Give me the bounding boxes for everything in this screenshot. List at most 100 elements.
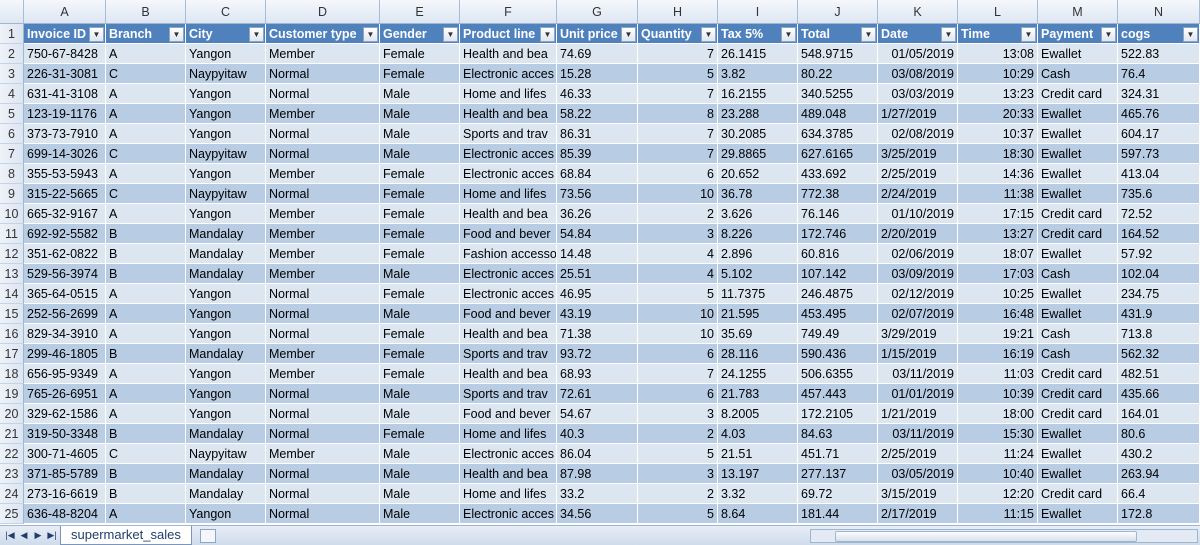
cell[interactable]: 749.49 [798,324,878,344]
cell[interactable]: Electronic acces [460,284,557,304]
cell[interactable]: 10:37 [958,124,1038,144]
cell[interactable]: 33.2 [557,484,638,504]
column-letter[interactable]: D [266,0,380,24]
cell[interactable]: Yangon [186,204,266,224]
cell[interactable]: B [106,244,186,264]
cell[interactable]: Home and lifes [460,84,557,104]
cell[interactable]: 506.6355 [798,364,878,384]
cell[interactable]: 2/25/2019 [878,444,958,464]
cell[interactable]: Cash [1038,324,1118,344]
cell[interactable]: Electronic acces [460,144,557,164]
cell[interactable]: 80.6 [1118,424,1200,444]
cell[interactable]: 548.9715 [798,44,878,64]
row-number[interactable]: 6 [0,124,24,144]
cell[interactable]: 2/24/2019 [878,184,958,204]
cell[interactable]: 30.2085 [718,124,798,144]
cell[interactable]: 102.04 [1118,264,1200,284]
cell[interactable]: Mandalay [186,484,266,504]
cell[interactable]: Yangon [186,284,266,304]
cell[interactable]: C [106,444,186,464]
cell[interactable]: Normal [266,64,380,84]
cell[interactable]: 03/05/2019 [878,464,958,484]
cell[interactable]: Food and bever [460,304,557,324]
cell[interactable]: C [106,144,186,164]
cell[interactable]: Ewallet [1038,244,1118,264]
cell[interactable]: Ewallet [1038,304,1118,324]
cell[interactable]: 315-22-5665 [24,184,106,204]
cell[interactable]: 2 [638,204,718,224]
cell[interactable]: 5.102 [718,264,798,284]
cell[interactable]: 172.2105 [798,404,878,424]
row-number[interactable]: 12 [0,244,24,264]
cell[interactable]: Yangon [186,504,266,524]
cell[interactable]: B [106,424,186,444]
cell[interactable]: Health and bea [460,464,557,484]
cell[interactable]: 54.67 [557,404,638,424]
cell[interactable]: 13:08 [958,44,1038,64]
cell[interactable]: 665-32-9167 [24,204,106,224]
cell[interactable]: Normal [266,384,380,404]
cell[interactable]: 11:38 [958,184,1038,204]
cell[interactable]: Health and bea [460,324,557,344]
cell[interactable]: 5 [638,444,718,464]
cell[interactable]: 11:24 [958,444,1038,464]
cell[interactable]: 3.82 [718,64,798,84]
cell[interactable]: Male [380,484,460,504]
cell[interactable]: 634.3785 [798,124,878,144]
cell[interactable]: Male [380,444,460,464]
cell[interactable]: 246.4875 [798,284,878,304]
cell[interactable]: Ewallet [1038,184,1118,204]
cell[interactable]: Female [380,324,460,344]
cell[interactable]: Female [380,424,460,444]
cell[interactable]: 10:39 [958,384,1038,404]
cell[interactable]: 172.746 [798,224,878,244]
next-sheet-button[interactable]: ▶ [34,530,42,540]
cell[interactable]: 03/08/2019 [878,64,958,84]
horizontal-scrollbar[interactable] [810,529,1198,543]
cell[interactable]: 11.7375 [718,284,798,304]
cell[interactable]: 482.51 [1118,364,1200,384]
cell[interactable]: 85.39 [557,144,638,164]
cell[interactable]: Female [380,344,460,364]
cell[interactable]: 8.64 [718,504,798,524]
cell[interactable]: 181.44 [798,504,878,524]
cell[interactable]: Yangon [186,324,266,344]
cell[interactable]: Normal [266,184,380,204]
filter-dropdown[interactable]: ▼ [781,27,796,42]
cell[interactable]: 21.783 [718,384,798,404]
cell[interactable]: Ewallet [1038,464,1118,484]
cell[interactable]: 73.56 [557,184,638,204]
column-letter[interactable]: C [186,0,266,24]
column-letter[interactable]: N [1118,0,1200,24]
cell[interactable]: 562.32 [1118,344,1200,364]
cell[interactable]: 01/10/2019 [878,204,958,224]
cell[interactable]: 263.94 [1118,464,1200,484]
cell[interactable]: 597.73 [1118,144,1200,164]
cell[interactable]: Mandalay [186,344,266,364]
cell[interactable]: 20:33 [958,104,1038,124]
cell[interactable]: C [106,184,186,204]
cell[interactable]: 01/01/2019 [878,384,958,404]
cell[interactable]: 15:30 [958,424,1038,444]
cell[interactable]: 2.896 [718,244,798,264]
cell[interactable]: 735.6 [1118,184,1200,204]
cell[interactable]: 3/25/2019 [878,144,958,164]
cell[interactable]: Yangon [186,304,266,324]
cell[interactable]: A [106,164,186,184]
cell[interactable]: Female [380,204,460,224]
cell[interactable]: Member [266,364,380,384]
cell[interactable]: A [106,284,186,304]
filter-dropdown[interactable]: ▼ [249,27,264,42]
cell[interactable]: 57.92 [1118,244,1200,264]
row-number[interactable]: 16 [0,324,24,344]
cell[interactable]: 453.495 [798,304,878,324]
column-letter[interactable]: G [557,0,638,24]
first-sheet-button[interactable]: |◀ [5,530,15,540]
cell[interactable]: Female [380,184,460,204]
cell[interactable]: Ewallet [1038,124,1118,144]
cell[interactable]: 373-73-7910 [24,124,106,144]
cell[interactable]: Male [380,384,460,404]
cell[interactable]: 14:36 [958,164,1038,184]
cell[interactable]: 35.69 [718,324,798,344]
cell[interactable]: 7 [638,364,718,384]
